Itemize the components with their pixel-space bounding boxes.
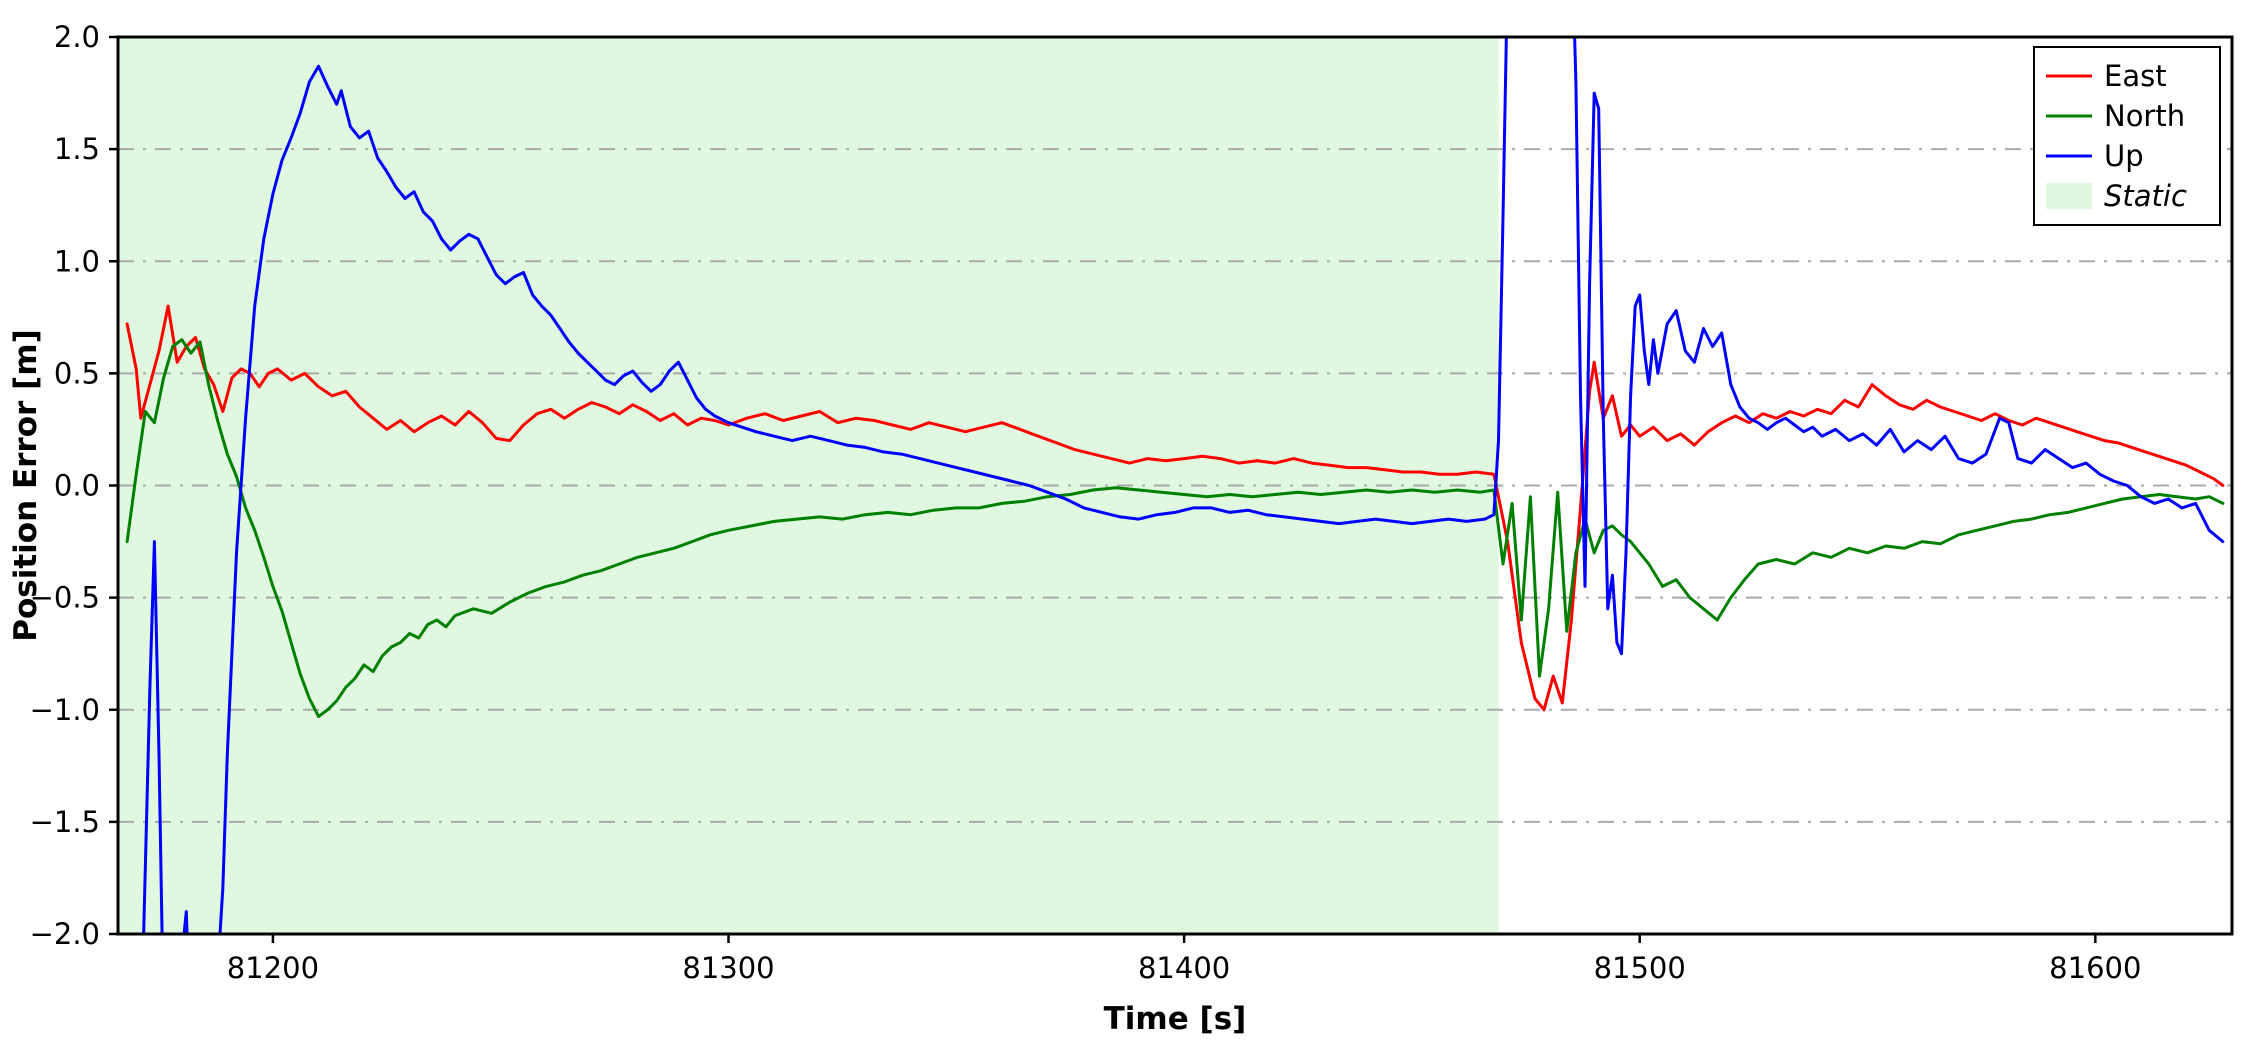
y-tick-label: 0.0 bbox=[54, 469, 100, 503]
x-tick-label: 81400 bbox=[1138, 951, 1230, 985]
x-tick-label: 81200 bbox=[227, 951, 319, 985]
legend-label-up: Up bbox=[2104, 139, 2144, 173]
series-group bbox=[125, 37, 2225, 934]
legend: East North Up Static bbox=[2033, 46, 2221, 226]
y-axis: 2.0 1.5 1.0 0.5 0.0 −0.5 −1.0 −1.5 −2.0 bbox=[30, 20, 118, 951]
x-axis: 81200 81300 81400 81500 81600 bbox=[227, 934, 2141, 985]
legend-label-static: Static bbox=[2104, 179, 2187, 213]
y-tick-label: 2.0 bbox=[54, 20, 100, 54]
x-tick-label: 81600 bbox=[2049, 951, 2141, 985]
y-tick-label: −1.5 bbox=[30, 805, 100, 839]
y-tick-label: 0.5 bbox=[54, 356, 100, 390]
series-up bbox=[142, 37, 2225, 934]
legend-label-east: East bbox=[2104, 59, 2167, 93]
legend-label-north: North bbox=[2104, 99, 2185, 133]
series-east bbox=[125, 304, 2225, 712]
y-tick-label: 1.0 bbox=[54, 244, 100, 278]
y-axis-label: Position Error [m] bbox=[8, 329, 44, 641]
series-north bbox=[125, 338, 2225, 718]
y-tick-label: −0.5 bbox=[30, 581, 100, 615]
y-tick-label: −2.0 bbox=[30, 917, 100, 951]
x-tick-label: 81300 bbox=[682, 951, 774, 985]
x-tick-label: 81500 bbox=[1594, 951, 1686, 985]
y-tick-label: −1.0 bbox=[30, 693, 100, 727]
legend-patch-static bbox=[2046, 183, 2092, 209]
y-tick-label: 1.5 bbox=[54, 132, 100, 166]
x-axis-label: Time [s] bbox=[1104, 1001, 1247, 1037]
